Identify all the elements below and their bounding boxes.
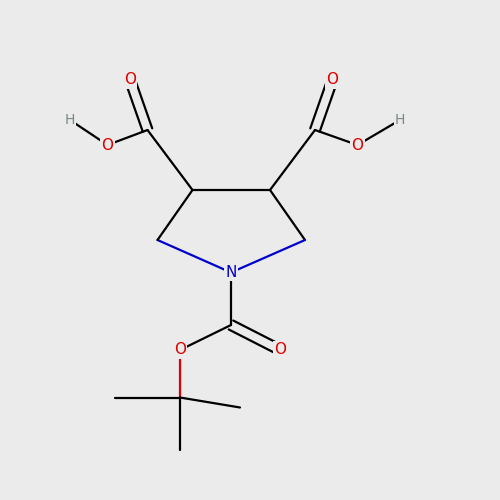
Text: O: O	[274, 342, 286, 357]
Text: H: H	[65, 113, 75, 127]
Text: O: O	[102, 138, 114, 152]
Text: O: O	[124, 72, 136, 88]
Text: N: N	[226, 265, 236, 280]
Text: O: O	[352, 138, 364, 152]
Text: O: O	[326, 72, 338, 88]
Text: H: H	[395, 113, 405, 127]
Text: O: O	[174, 342, 186, 357]
